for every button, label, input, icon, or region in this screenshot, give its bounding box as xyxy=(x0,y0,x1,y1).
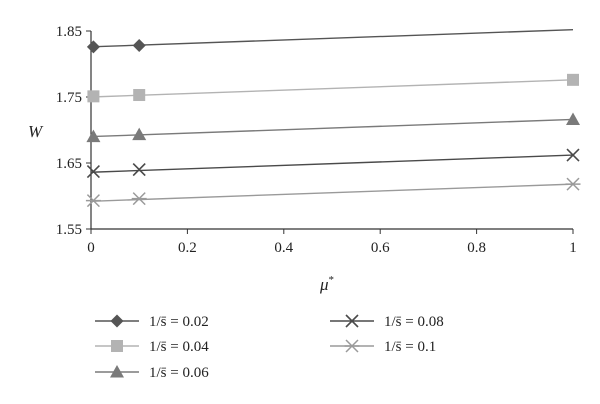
legend-marker xyxy=(110,365,124,378)
legend-item: 1/s̄ = 0.06 xyxy=(95,365,209,381)
series-line xyxy=(90,28,574,48)
x-axis-title-sup: * xyxy=(329,274,335,286)
x-tick-label: 0.4 xyxy=(274,240,293,256)
x-axis-title: μ* xyxy=(319,274,334,294)
legend-label: 1/s̄ = 0.06 xyxy=(149,365,209,381)
data-point xyxy=(131,192,147,206)
y-tick-label: 1.55 xyxy=(56,222,82,238)
legend-label: 1/s̄ = 0.1 xyxy=(384,339,436,355)
series-group xyxy=(85,28,581,208)
data-point xyxy=(86,165,100,179)
y-tick-label: 1.85 xyxy=(56,24,82,40)
x-tick-label: 0.2 xyxy=(178,240,197,256)
x-tick-label: 1 xyxy=(569,240,577,256)
legend-marker xyxy=(111,340,123,352)
plot-area: 1.55 1.65 1.75 1.85 0 0.2 0.4 0.6 0.8 1 xyxy=(56,24,581,256)
series-line xyxy=(90,118,574,138)
data-point xyxy=(132,39,146,53)
series-4 xyxy=(86,148,580,179)
series-3 xyxy=(86,112,580,143)
legend-item: 1/s̄ = 0.1 xyxy=(330,339,436,355)
series-5 xyxy=(85,177,581,208)
series-line xyxy=(90,183,574,202)
legend-label: 1/s̄ = 0.08 xyxy=(384,314,444,330)
data-point xyxy=(133,89,146,102)
legend-item: 1/s̄ = 0.08 xyxy=(330,314,444,330)
y-axis-title: W xyxy=(28,122,44,141)
legend-marker xyxy=(110,314,124,328)
x-axis-title-base: μ xyxy=(319,275,329,294)
data-point xyxy=(132,127,147,141)
series-2 xyxy=(87,73,579,103)
data-point xyxy=(86,129,101,143)
y-tick-label: 1.65 xyxy=(56,156,82,172)
data-point xyxy=(566,148,580,162)
series-1 xyxy=(86,28,574,54)
series-line xyxy=(90,79,574,98)
series-line xyxy=(90,154,574,173)
data-point xyxy=(566,112,580,125)
x-tick-label: 0.6 xyxy=(371,240,390,256)
data-point xyxy=(86,40,100,54)
legend-marker xyxy=(344,339,360,353)
legend-item: 1/s̄ = 0.04 xyxy=(95,339,209,355)
x-tick-label: 0.8 xyxy=(467,240,486,256)
data-point xyxy=(567,73,579,86)
data-point xyxy=(85,194,101,208)
data-point xyxy=(565,177,581,191)
y-tick-label: 1.75 xyxy=(56,90,82,106)
legend-item: 1/s̄ = 0.02 xyxy=(95,314,209,330)
x-tick-label: 0 xyxy=(87,240,95,256)
x-ticks: 0 0.2 0.4 0.6 0.8 1 xyxy=(87,229,577,256)
data-point xyxy=(132,163,146,177)
data-point xyxy=(87,90,100,103)
legend-label: 1/s̄ = 0.04 xyxy=(149,339,209,355)
legend-label: 1/s̄ = 0.02 xyxy=(149,314,209,330)
legend: 1/s̄ = 0.02 1/s̄ = 0.04 1/s̄ = 0.06 1/s̄ = … xyxy=(95,314,444,381)
legend-marker xyxy=(345,314,359,328)
y-ticks: 1.55 1.65 1.75 1.85 xyxy=(56,24,91,238)
